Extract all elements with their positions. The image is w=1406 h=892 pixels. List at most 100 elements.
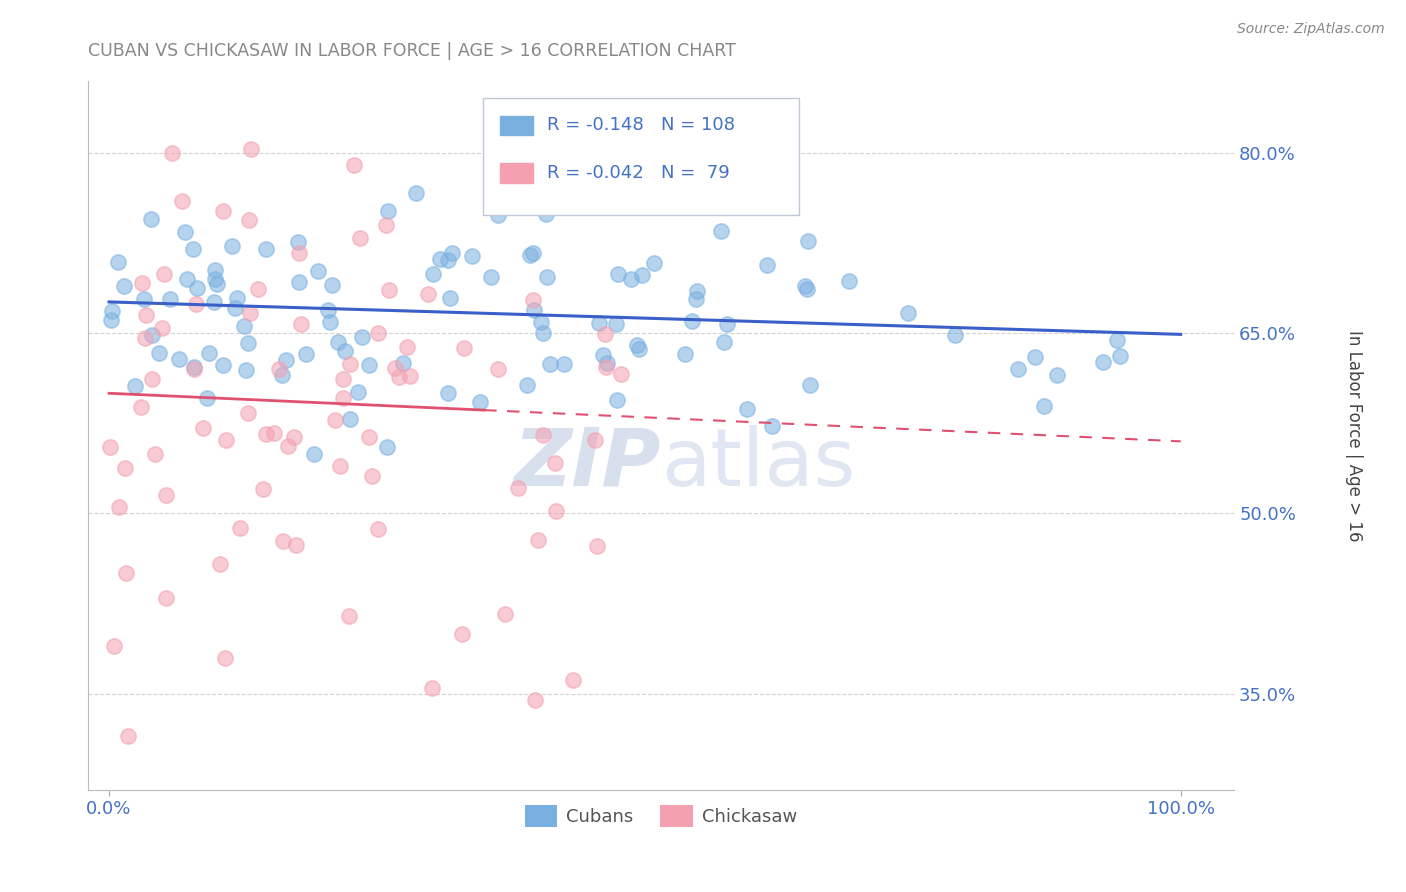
Point: [420, 681, 443, 695]
Point: [232, 319, 254, 334]
Point: [616, 191, 638, 205]
Point: [114, 461, 136, 475]
Point: [1091, 354, 1114, 368]
Point: [115, 566, 138, 581]
Point: [343, 158, 366, 172]
Point: [226, 291, 249, 305]
Point: [595, 356, 617, 370]
Point: [605, 392, 627, 407]
Text: ZIP: ZIP: [513, 425, 661, 503]
Legend: Cubans, Chickasaw: Cubans, Chickasaw: [517, 797, 804, 834]
Text: CUBAN VS CHICKASAW IN LABOR FORCE | AGE > 16 CORRELATION CHART: CUBAN VS CHICKASAW IN LABOR FORCE | AGE …: [87, 42, 735, 60]
Point: [716, 317, 738, 331]
Point: [367, 326, 389, 341]
Point: [516, 378, 538, 392]
Point: [561, 673, 583, 688]
Point: [236, 335, 259, 350]
Point: [183, 359, 205, 374]
Point: [349, 231, 371, 245]
Point: [399, 369, 422, 384]
Point: [440, 246, 463, 260]
Point: [143, 447, 166, 461]
Point: [405, 186, 427, 201]
Point: [630, 268, 652, 283]
Point: [332, 372, 354, 386]
Point: [112, 279, 135, 293]
Point: [101, 304, 124, 318]
Point: [319, 315, 342, 329]
Point: [546, 504, 568, 518]
Point: [620, 272, 643, 286]
Point: [332, 392, 354, 406]
Point: [396, 341, 419, 355]
Point: [669, 192, 692, 206]
Point: [943, 327, 966, 342]
Point: [686, 285, 709, 299]
Point: [337, 608, 360, 623]
Bar: [501, 115, 533, 136]
Point: [269, 361, 291, 376]
Point: [392, 356, 415, 370]
Point: [595, 360, 617, 375]
Point: [1108, 349, 1130, 363]
Point: [339, 357, 361, 371]
Point: [239, 305, 262, 319]
FancyBboxPatch shape: [484, 98, 799, 216]
Point: [103, 639, 125, 653]
Point: [588, 316, 610, 330]
Point: [583, 433, 606, 447]
Point: [316, 303, 339, 318]
Point: [252, 482, 274, 496]
Point: [236, 406, 259, 420]
Point: [486, 362, 509, 376]
Point: [538, 357, 561, 371]
Point: [207, 277, 229, 291]
Point: [460, 249, 482, 263]
Point: [274, 352, 297, 367]
Point: [170, 194, 193, 208]
Point: [527, 533, 550, 548]
Point: [307, 264, 329, 278]
Point: [287, 275, 309, 289]
Point: [593, 326, 616, 341]
Point: [321, 277, 343, 292]
Point: [169, 351, 191, 366]
Point: [254, 427, 277, 442]
Point: [429, 252, 451, 266]
Point: [98, 441, 121, 455]
Point: [238, 213, 260, 227]
Point: [141, 328, 163, 343]
Point: [384, 361, 406, 376]
Point: [367, 522, 389, 536]
Point: [287, 235, 309, 249]
Point: [536, 207, 558, 221]
Point: [523, 302, 546, 317]
Point: [519, 248, 541, 262]
Point: [1046, 368, 1069, 383]
Point: [159, 292, 181, 306]
Point: [838, 274, 860, 288]
Point: [204, 272, 226, 286]
Point: [1007, 362, 1029, 376]
Point: [224, 301, 246, 315]
Point: [162, 146, 184, 161]
Point: [295, 346, 318, 360]
Point: [605, 317, 627, 331]
Point: [439, 291, 461, 305]
Point: [536, 270, 558, 285]
Point: [627, 342, 650, 356]
Point: [277, 439, 299, 453]
Point: [436, 386, 458, 401]
Point: [141, 371, 163, 385]
Point: [174, 225, 197, 239]
Point: [793, 279, 815, 293]
Point: [586, 539, 609, 553]
Point: [796, 282, 818, 296]
Point: [290, 317, 312, 331]
Point: [523, 692, 546, 706]
Point: [124, 378, 146, 392]
Text: R = -0.042   N =  79: R = -0.042 N = 79: [547, 164, 730, 182]
Point: [285, 538, 308, 552]
Point: [155, 488, 177, 502]
Point: [202, 295, 225, 310]
